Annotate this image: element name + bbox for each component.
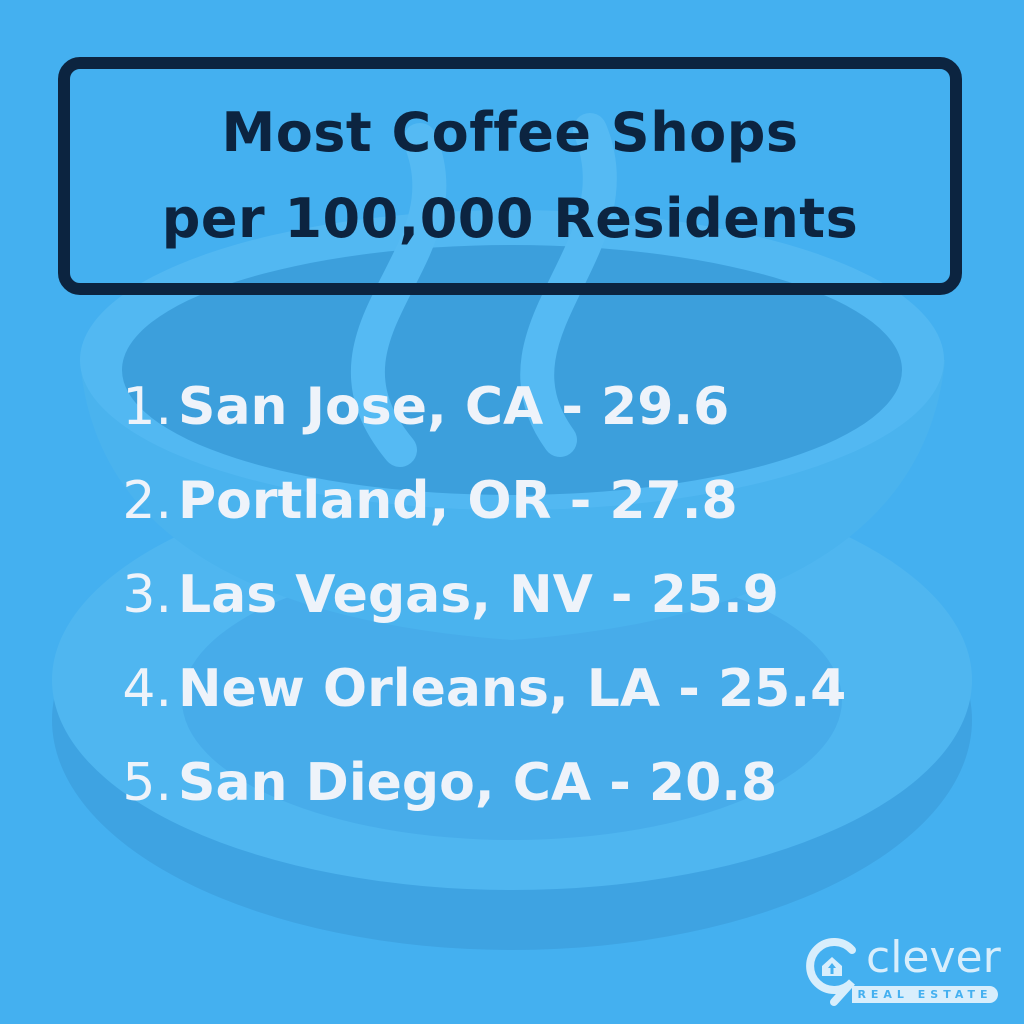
ranking-list: 1. San Jose, CA - 29.6 2. Portland, OR - 2… xyxy=(100,360,846,830)
rank-number: 3. xyxy=(122,565,172,625)
title-line-1: Most Coffee Shops xyxy=(221,101,799,164)
city-value: San Diego, CA - 20.8 xyxy=(178,753,778,813)
location-house-icon xyxy=(806,938,856,1006)
title-line-2: per 100,000 Residents xyxy=(161,187,859,250)
city-value: Las Vegas, NV - 25.9 xyxy=(178,565,779,625)
title-box: Most Coffee Shops per 100,000 Residents xyxy=(58,57,962,295)
rank-number: 5. xyxy=(122,753,172,813)
rank-number: 1. xyxy=(122,377,172,437)
city-value: Portland, OR - 27.8 xyxy=(178,471,738,531)
city-value: San Jose, CA - 29.6 xyxy=(178,377,730,437)
logo-subtitle: REAL ESTATE xyxy=(852,986,998,1003)
clever-logo: clever REAL ESTATE xyxy=(804,932,1004,1006)
list-item: 2. Portland, OR - 27.8 xyxy=(100,454,846,548)
logo-word: clever xyxy=(866,932,1001,983)
list-item: 1. San Jose, CA - 29.6 xyxy=(100,360,846,454)
rank-number: 4. xyxy=(122,659,172,719)
list-item: 4. New Orleans, LA - 25.4 xyxy=(100,642,846,736)
list-item: 5. San Diego, CA - 20.8 xyxy=(100,736,846,830)
list-item: 3. Las Vegas, NV - 25.9 xyxy=(100,548,846,642)
city-value: New Orleans, LA - 25.4 xyxy=(178,659,847,719)
rank-number: 2. xyxy=(122,471,172,531)
